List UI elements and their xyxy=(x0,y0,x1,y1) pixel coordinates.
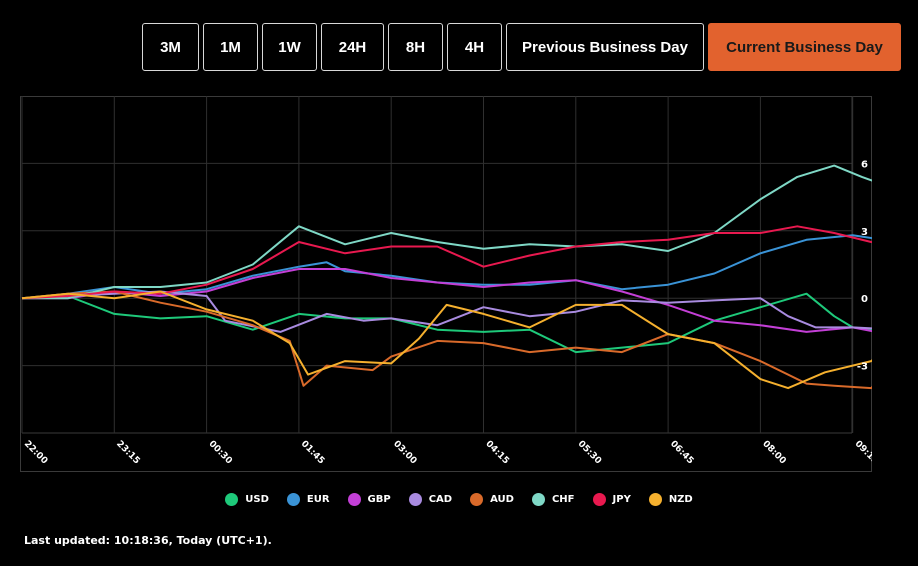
last-updated-text: Last updated: 10:18:36, Today (UTC+1). xyxy=(24,534,272,547)
chart-frame xyxy=(20,96,872,472)
x-tick-label: 23:15 xyxy=(114,439,141,466)
legend-item-eur[interactable]: EUR xyxy=(286,492,330,506)
currency-strength-chart: 6 3 0 -3 22:00 23:15 00:30 01:45 03:00 04:15 05:3… xyxy=(20,96,918,472)
legend-label: CAD xyxy=(428,493,453,505)
chart-legend: USD EUR GBP CAD AUD CHF JPY NZD xyxy=(0,488,918,510)
x-axis-ticks: 22:00 23:15 00:30 01:45 03:00 04:15 05:30 06:45… xyxy=(22,439,880,466)
legend-label: USD xyxy=(245,493,269,505)
legend-swatch xyxy=(347,492,361,506)
previous-business-day-button[interactable]: Previous Business Day xyxy=(506,23,704,71)
legend-item-chf[interactable]: CHF xyxy=(531,492,575,506)
y-tick-label: 3 xyxy=(861,227,868,238)
series-line-chf xyxy=(22,164,918,300)
legend-swatch xyxy=(531,492,545,506)
timeframe-3m-button[interactable]: 3M xyxy=(142,23,199,71)
x-tick-label: 06:45 xyxy=(668,439,695,466)
y-tick-label: -3 xyxy=(857,362,868,373)
series-line-nzd xyxy=(21,290,918,390)
series-line-gbp xyxy=(22,268,918,338)
y-axis-ticks: 6 3 0 -3 xyxy=(857,159,868,372)
y-tick-label: 0 xyxy=(861,294,868,305)
legend-label: AUD xyxy=(490,493,514,505)
chart-svg: 6 3 0 -3 22:00 23:15 00:30 01:45 03:00 04:15 05:3… xyxy=(20,96,918,472)
current-business-day-button[interactable]: Current Business Day xyxy=(708,23,901,71)
legend-label: EUR xyxy=(306,493,330,505)
legend-swatch xyxy=(592,492,606,506)
legend-swatch xyxy=(408,492,422,506)
timeframe-1m-button[interactable]: 1M xyxy=(203,23,258,71)
timeframe-24h-button[interactable]: 24H xyxy=(321,23,384,71)
x-tick-label: 01:45 xyxy=(299,439,326,466)
timeframe-8h-button[interactable]: 8H xyxy=(388,23,443,71)
x-tick-label: 00:30 xyxy=(206,439,233,466)
x-tick-label: 22:00 xyxy=(22,439,49,466)
legend-swatch xyxy=(470,492,484,506)
chart-grid xyxy=(21,96,854,434)
x-tick-label: 09:15 xyxy=(853,439,872,466)
x-tick-label: 08:00 xyxy=(760,439,787,466)
timeframe-toolbar: 3M 1M 1W 24H 8H 4H Previous Business Day… xyxy=(0,0,918,90)
timeframe-1w-button[interactable]: 1W xyxy=(262,23,317,71)
x-tick-label: 03:00 xyxy=(391,439,418,466)
series-line-eur xyxy=(21,229,918,300)
legend-swatch xyxy=(225,492,239,506)
series-line-jpy xyxy=(21,225,918,300)
timeframe-4h-button[interactable]: 4H xyxy=(447,23,502,71)
chart-series xyxy=(21,164,918,390)
legend-item-aud[interactable]: AUD xyxy=(470,492,514,506)
legend-item-usd[interactable]: USD xyxy=(225,492,269,506)
x-tick-label: 05:30 xyxy=(576,439,603,466)
legend-label: CHF xyxy=(551,493,575,505)
legend-swatch xyxy=(648,492,662,506)
legend-item-nzd[interactable]: NZD xyxy=(648,492,693,506)
legend-item-cad[interactable]: CAD xyxy=(408,492,453,506)
legend-label: JPY xyxy=(612,493,631,505)
series-line-cad xyxy=(21,290,918,333)
legend-item-gbp[interactable]: GBP xyxy=(347,492,391,506)
legend-label: GBP xyxy=(367,493,391,505)
legend-swatch xyxy=(286,492,300,506)
legend-label: NZD xyxy=(668,493,693,505)
legend-item-jpy[interactable]: JPY xyxy=(592,492,631,506)
x-tick-label: 04:15 xyxy=(483,439,510,466)
series-line-aud xyxy=(21,290,918,390)
y-tick-label: 6 xyxy=(861,159,868,170)
